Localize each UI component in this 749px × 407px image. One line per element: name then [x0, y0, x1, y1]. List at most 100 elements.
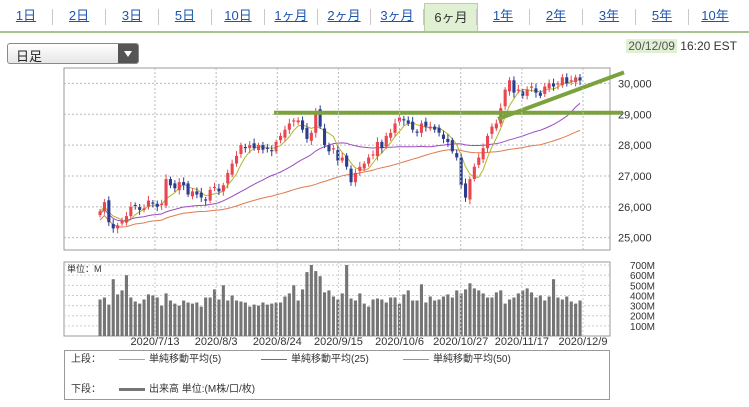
candle-body: [296, 120, 300, 123]
chart-legend: 上段： 単純移動平均(5) 単純移動平均(25) 単純移動平均(50) 下段： …: [64, 350, 610, 400]
tab-separator: [52, 9, 53, 25]
candle-body: [464, 183, 468, 198]
tab-5年[interactable]: 5年: [651, 8, 673, 23]
volume-bar: [560, 299, 564, 336]
chart-interval-select[interactable]: 日足: [7, 43, 139, 64]
volume-bar: [389, 297, 393, 336]
candle-body: [221, 185, 225, 192]
volume-bar: [129, 297, 133, 336]
legend-item-volume: 出来高 単位:(M株/口/枚): [119, 383, 255, 397]
tab-3日[interactable]: 3日: [121, 8, 143, 23]
volume-bar: [230, 295, 234, 336]
tab-separator: [105, 9, 106, 25]
chart-interval-value: 日足: [16, 49, 43, 64]
chevron-down-icon[interactable]: [118, 44, 138, 63]
ma50-line: [99, 129, 581, 228]
tab-separator: [688, 9, 689, 25]
tab-5日[interactable]: 5日: [174, 8, 196, 23]
candle-body: [204, 199, 208, 201]
tab-10年[interactable]: 10年: [701, 8, 729, 23]
candle-body: [235, 155, 239, 164]
price-tick-label: 30,000: [618, 78, 652, 90]
candle-body: [230, 163, 234, 175]
last-update-timestamp: 20/12/09 16:20 EST: [626, 39, 737, 53]
candle-body: [428, 126, 432, 129]
volume-tick-label: 700M: [630, 261, 655, 272]
volume-tick-label: 300M: [630, 302, 655, 313]
volume-swatch: [119, 387, 145, 391]
candle-body: [556, 83, 560, 85]
candle-body: [516, 89, 520, 91]
legend-ma25-label: 単純移動平均(25): [291, 354, 369, 365]
volume-bar: [155, 297, 159, 336]
candle-body: [486, 135, 490, 149]
tab-1ヶ月[interactable]: 1ヶ月: [274, 8, 308, 23]
candle-body: [248, 145, 252, 149]
volume-bar: [428, 296, 432, 336]
volume-bar: [543, 300, 547, 336]
tab-1年[interactable]: 1年: [492, 8, 514, 23]
tab-1日[interactable]: 1日: [15, 8, 37, 23]
x-tick-label: 2020/8/3: [195, 336, 238, 348]
volume-bar: [204, 297, 208, 336]
volume-bar: [547, 296, 551, 336]
candle-body: [116, 225, 120, 229]
volume-bar: [441, 296, 445, 336]
volume-bar: [336, 299, 340, 336]
tab-3ヶ月[interactable]: 3ヶ月: [380, 8, 414, 23]
candle-body: [525, 89, 529, 96]
candle-body: [415, 131, 419, 133]
volume-bar: [279, 302, 283, 336]
volume-bar: [367, 306, 371, 336]
candle-body: [543, 86, 547, 94]
tab-2日[interactable]: 2日: [68, 8, 90, 23]
candle-body: [182, 182, 186, 186]
candle-body: [419, 123, 423, 133]
volume-bar: [199, 306, 203, 336]
tab-separator: [317, 9, 318, 25]
volume-bar: [195, 302, 199, 336]
candle-body: [190, 191, 194, 197]
tab-10日[interactable]: 10日: [224, 8, 252, 23]
volume-bar: [133, 301, 137, 336]
volume-bar: [538, 295, 542, 336]
volume-bar: [574, 303, 578, 336]
candle-body: [565, 77, 569, 84]
volume-bar: [98, 299, 102, 336]
last-update-date: 20/12/09: [626, 39, 677, 53]
volume-bar: [296, 300, 300, 336]
candle-body: [433, 126, 437, 130]
candle-body: [380, 142, 384, 149]
candle-body: [318, 109, 322, 127]
tab-2年[interactable]: 2年: [545, 8, 567, 23]
price-tick-label: 29,000: [618, 109, 652, 121]
volume-bar: [508, 299, 512, 336]
volume-bar: [362, 303, 366, 336]
volume-bar: [490, 297, 494, 336]
volume-bar: [358, 293, 362, 336]
candle-body: [323, 128, 327, 146]
candle-body: [424, 121, 428, 127]
tab-6ヶ月[interactable]: 6ヶ月: [424, 3, 478, 31]
volume-bar: [494, 292, 498, 336]
volume-bar: [486, 297, 490, 336]
legend-item-ma25: 単純移動平均(25): [261, 353, 369, 367]
candle-body: [446, 138, 450, 142]
volume-bar: [331, 296, 335, 336]
candle-body: [314, 111, 318, 133]
volume-tick-label: 600M: [630, 271, 655, 282]
tab-2ヶ月[interactable]: 2ヶ月: [327, 8, 361, 23]
candle-body: [239, 145, 243, 154]
tab-separator: [582, 9, 583, 25]
tab-separator: [264, 9, 265, 25]
volume-bar: [213, 289, 217, 336]
candle-body: [397, 117, 401, 122]
volume-bar: [468, 283, 472, 336]
volume-bar: [380, 299, 384, 336]
volume-bar: [107, 304, 111, 336]
candle-body: [133, 205, 137, 206]
tab-separator: [423, 9, 424, 25]
tab-3年[interactable]: 3年: [598, 8, 620, 23]
candle-body: [213, 186, 217, 188]
volume-bar: [323, 292, 327, 336]
